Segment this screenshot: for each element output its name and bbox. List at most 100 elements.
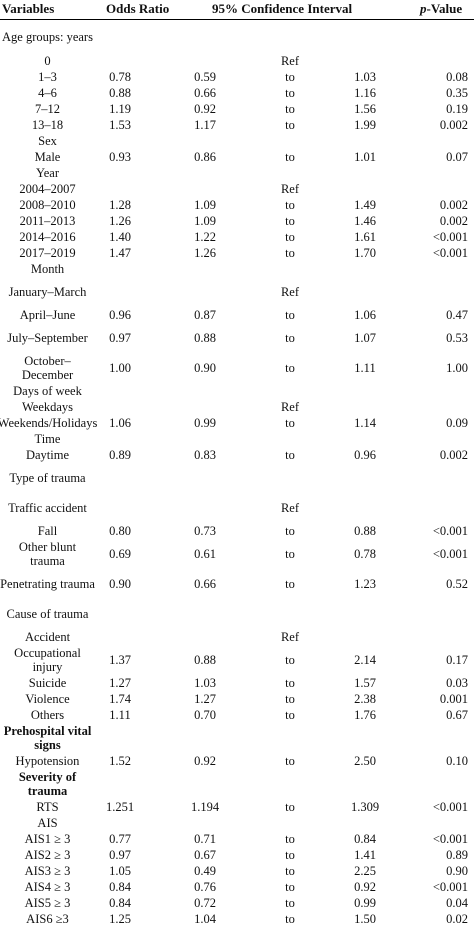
odds-ratio-cell [95,815,145,831]
ci-lower-cell: 0.90 [194,360,216,375]
row-label: AIS3 ≥ 3 [24,864,71,878]
row-label: 0 [44,54,51,68]
odds-ratio-cell: 1.06 [109,415,131,430]
row-label: Hypotension [15,754,80,768]
p-value-cell [400,399,474,415]
ci-separator-cell: to [285,330,295,345]
table-row: AIS3 ≥ 3 1.05 0.49 to 2.25 0.90 [0,863,474,879]
header-variables: Variables [2,1,55,16]
ci-separator-cell: to [285,415,295,430]
ci-lower-cell: 0.76 [194,879,216,894]
ci-lower-cell: 1.26 [194,245,216,260]
p-value-cell [400,431,474,447]
table-row: AIS6 ≥3 1.25 1.04 to 1.50 0.02 [0,911,474,927]
p-value-cell [400,261,474,277]
table-row: Severity of trauma [0,769,474,799]
p-value-cell [400,723,474,753]
p-value-cell: 0.09 [446,415,468,430]
row-label: Year [35,166,60,180]
p-value-cell: 0.35 [446,85,468,100]
ci-lower-cell [150,493,260,523]
row-label: 13–18 [31,118,64,132]
ci-upper-cell: 1.07 [354,330,376,345]
ci-lower-cell: 0.92 [194,101,216,116]
odds-ratio-cell: 1.11 [109,707,131,722]
odds-ratio-cell: 1.37 [109,652,131,667]
table-row: Type of trauma [0,463,474,493]
odds-ratio-cell: 1.47 [109,245,131,260]
ci-upper-cell: 1.61 [354,229,376,244]
odds-ratio-cell: 0.93 [109,149,131,164]
table-row: Other blunt trauma 0.69 0.61 to 0.78 <0.001 [0,539,474,569]
header-odds-ratio: Odds Ratio [106,1,170,16]
table-row: AIS2 ≥ 3 0.97 0.67 to 1.41 0.89 [0,847,474,863]
p-value-cell: <0.001 [432,879,468,894]
ci-lower-cell [150,431,260,447]
ci-lower-cell: 1.22 [194,229,216,244]
ci-separator-cell: to [285,691,295,706]
p-value-cell [400,133,474,149]
row-label: Weekdays [21,400,74,414]
ci-upper-cell: 1.16 [354,85,376,100]
odds-ratio-cell: 1.00 [109,360,131,375]
row-label: Days of week [13,384,82,398]
ci-upper-cell: 1.06 [354,307,376,322]
p-value-cell: 0.001 [439,691,468,706]
odds-ratio-cell [95,53,145,69]
ci-lower-cell [150,383,260,399]
ci-upper-cell: 1.70 [354,245,376,260]
ci-separator-cell: to [285,675,295,690]
ci-upper-cell: 1.11 [354,360,376,375]
row-label: 7–12 [35,102,60,116]
p-value-cell: 0.10 [446,753,468,768]
ci-separator-cell: to [285,546,295,561]
table-row: AIS1 ≥ 3 0.77 0.71 to 0.84 <0.001 [0,831,474,847]
table-row: 0 Ref [0,53,474,69]
ci-lower-cell: 1.27 [194,691,216,706]
p-value-cell: 0.67 [446,707,468,722]
p-value-cell: 0.002 [439,213,468,228]
table-row: AIS [0,815,474,831]
ci-lower-cell: 0.99 [194,415,216,430]
p-value-cell [400,383,474,399]
p-value-cell [400,181,474,197]
odds-ratio-cell: 0.97 [109,330,131,345]
p-value-cell [400,165,474,181]
ci-lower-cell: 0.49 [194,863,216,878]
ci-separator-cell: to [285,307,295,322]
ci-lower-cell [150,463,260,493]
ci-lower-cell: 0.83 [194,447,216,462]
odds-ratio-cell: 1.25 [109,911,131,926]
p-value-cell: 0.90 [446,863,468,878]
p-value-cell: 0.19 [446,101,468,116]
odds-ratio-cell: 0.97 [109,847,131,862]
ci-upper-cell: 0.96 [354,447,376,462]
ci-lower-cell [150,815,260,831]
p-value-cell: 0.04 [446,895,468,910]
odds-ratio-cell [95,165,145,181]
row-label: Severity of trauma [18,770,77,798]
odds-ratio-cell [95,181,145,197]
p-value-cell: <0.001 [432,831,468,846]
ci-lower-cell: 1.04 [194,911,216,926]
odds-ratio-cell: 1.26 [109,213,131,228]
odds-ratio-cell: 1.27 [109,675,131,690]
ci-separator-cell: to [285,652,295,667]
odds-ratio-cell [95,431,145,447]
p-value-cell [400,815,474,831]
ci-lower-cell: 1.194 [190,799,220,814]
ci-lower-cell [150,261,260,277]
ci-lower-cell: 1.09 [194,197,216,212]
row-label: April–June [19,308,76,322]
odds-ratio-cell [95,463,145,493]
odds-ratio-cell [95,723,145,753]
odds-ratio-cell: 1.28 [109,197,131,212]
row-label: Occupational injury [14,646,81,674]
header-rule [0,19,474,20]
table-row: Hypotension 1.52 0.92 to 2.50 0.10 [0,753,474,769]
odds-ratio-cell [95,599,145,629]
odds-ratio-cell: 0.88 [109,85,131,100]
row-label: Male [34,150,61,164]
ci-upper-cell: 1.309 [350,799,380,814]
row-label: AIS2 ≥ 3 [24,848,71,862]
